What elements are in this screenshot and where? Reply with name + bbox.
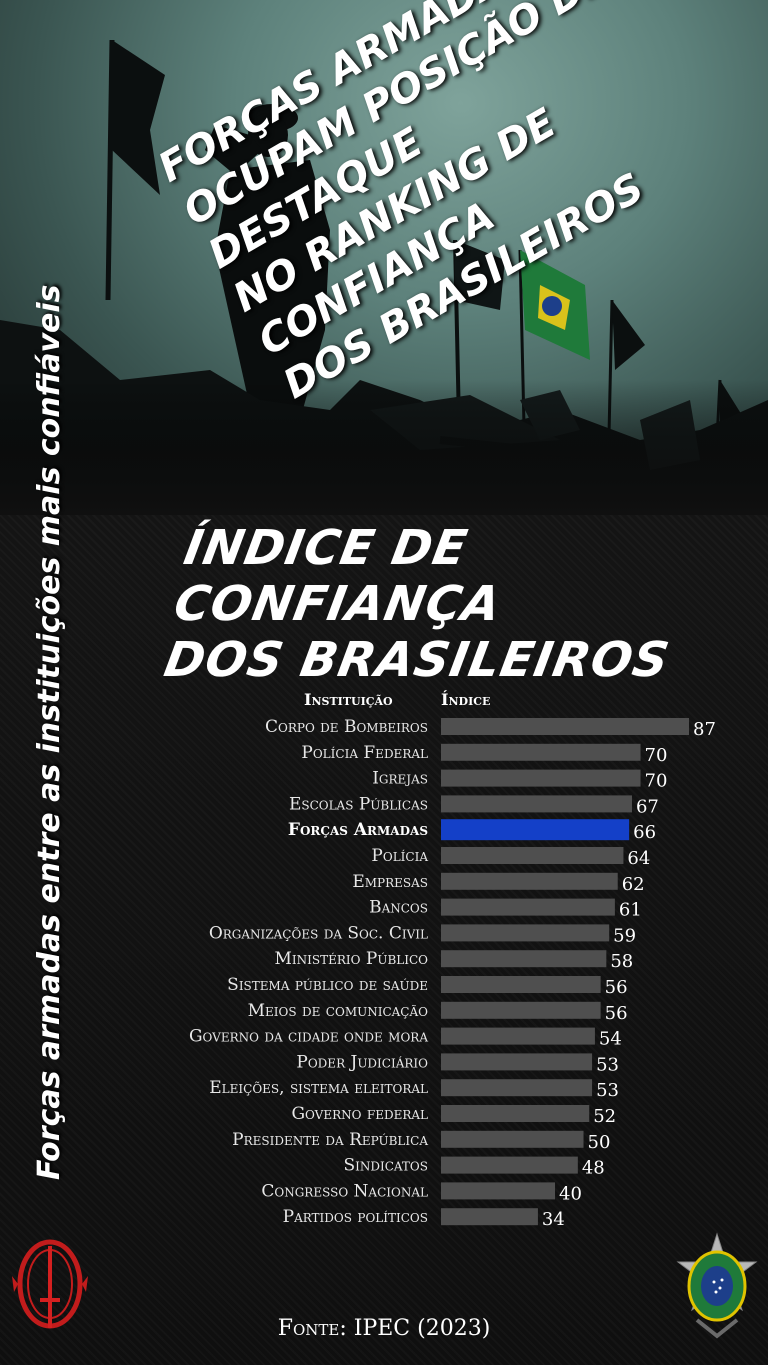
bar-value-label: 56 (605, 977, 628, 998)
bar (441, 872, 618, 890)
bar-value-label: 34 (542, 1209, 565, 1230)
bar-label: Sindicatos (343, 1156, 428, 1176)
bar-value-label: 56 (605, 1003, 628, 1024)
bar-value-label: 62 (622, 874, 645, 895)
bar-label: Empresas (352, 872, 428, 892)
bar-label: Polícia Federal (301, 743, 428, 763)
bar-label: Corpo de Bombeiros (265, 717, 428, 737)
bar-label: Sistema público de saúde (227, 975, 428, 995)
bar-label: Partidos políticos (283, 1207, 428, 1227)
hero-image: Forças Armadas ocupam posição de destaqu… (0, 0, 768, 515)
bar-value-label: 61 (619, 900, 642, 921)
bar (441, 1027, 595, 1045)
bar-label: Organizações da Soc. Civil (209, 923, 428, 943)
bar-value-label: 52 (593, 1106, 616, 1127)
bar-label: Governo da cidade onde mora (189, 1027, 428, 1047)
bar-value-label: 67 (636, 796, 659, 817)
bar (441, 924, 610, 942)
bar-label: Meios de comunicação (248, 1001, 429, 1021)
bar-value-label: 70 (645, 745, 668, 766)
red-sword-emblem-icon (10, 1232, 92, 1336)
bar (441, 1001, 601, 1019)
column-header-index: Índice (441, 690, 491, 709)
bar-label: Eleições, sistema eleitoral (209, 1078, 428, 1098)
bar (441, 1182, 556, 1200)
bar-label: Governo federal (291, 1104, 428, 1124)
bar (441, 819, 630, 841)
bar-value-label: 66 (633, 822, 656, 843)
bar-label: Igrejas (372, 769, 428, 789)
bar (441, 1130, 584, 1148)
bar (441, 769, 641, 787)
bar (441, 898, 615, 916)
army-star-emblem-icon (672, 1232, 762, 1346)
bar-value-label: 40 (559, 1183, 582, 1204)
bar-label: Ministério Público (275, 949, 429, 969)
bar-value-label: 70 (645, 771, 668, 792)
soldier-silhouette-scene (0, 39, 768, 515)
bar-label: Polícia (371, 846, 428, 866)
column-header-institution: Instituição (304, 690, 393, 709)
bar-value-label: 54 (599, 1029, 622, 1050)
bar-value-label: 59 (613, 925, 636, 946)
bar-value-label: 53 (596, 1080, 619, 1101)
bar-label: Poder Judiciário (296, 1052, 428, 1072)
bar (441, 1105, 590, 1122)
bar (441, 1053, 593, 1071)
bar (441, 743, 641, 761)
bar (441, 718, 689, 735)
bar-label: Forças Armadas (288, 820, 428, 840)
bar-label: Congresso Nacional (261, 1181, 428, 1201)
bar (441, 976, 601, 993)
bar-value-label: 64 (627, 848, 650, 869)
source-note: Fonte: IPEC (2023) (277, 1316, 491, 1341)
bar-value-label: 53 (596, 1054, 619, 1075)
bar (441, 847, 624, 864)
bar (441, 795, 632, 813)
bar-label: Presidente da República (232, 1130, 428, 1150)
bar-value-label: 50 (588, 1132, 611, 1153)
bar (441, 1156, 578, 1174)
bar (441, 950, 607, 968)
bar-value-label: 48 (582, 1158, 605, 1179)
bar (441, 1079, 593, 1097)
bar-label: Bancos (369, 898, 428, 918)
bar-value-label: 58 (610, 951, 633, 972)
bar-label: Escolas Públicas (289, 794, 428, 814)
bar-value-label: 87 (693, 719, 716, 740)
bar (441, 1208, 538, 1226)
